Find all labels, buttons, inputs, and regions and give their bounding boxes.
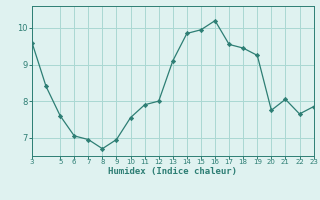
X-axis label: Humidex (Indice chaleur): Humidex (Indice chaleur) <box>108 167 237 176</box>
